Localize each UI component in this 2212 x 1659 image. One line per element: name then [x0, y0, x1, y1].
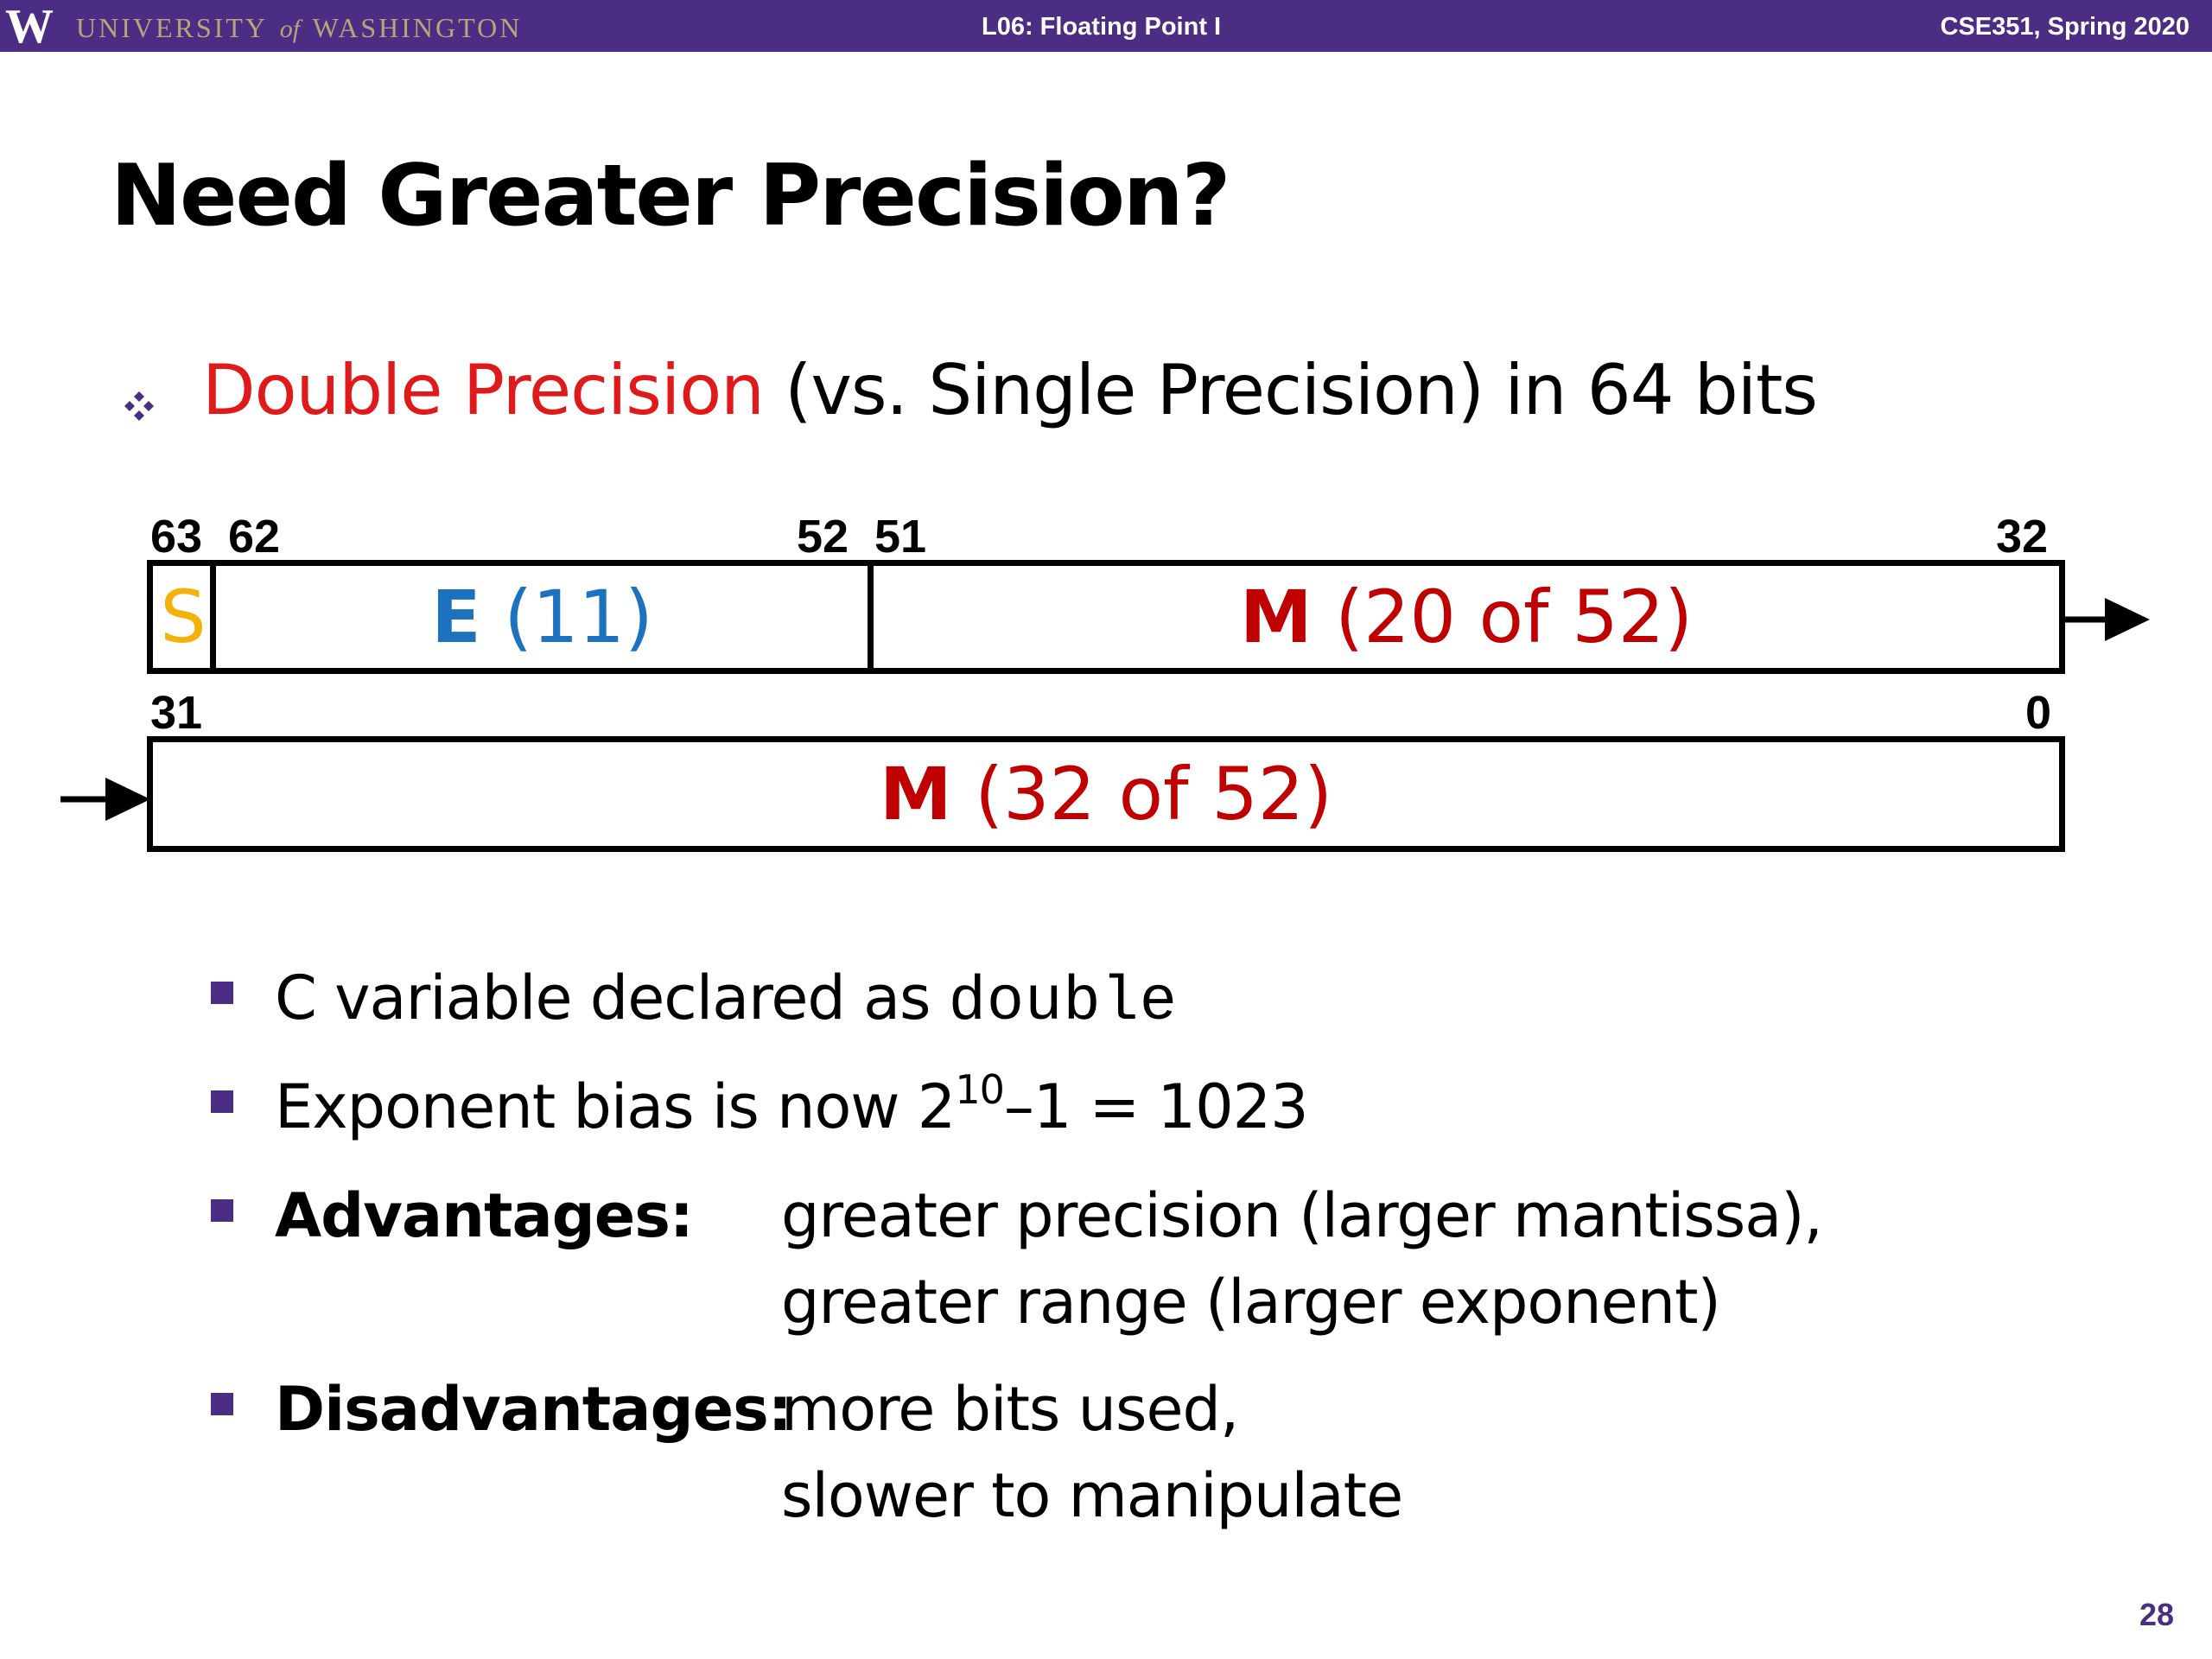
bit-label-51: 51 — [874, 511, 927, 563]
main-bullet-rest: (vs. Single Precision) in 64 bits — [763, 350, 1818, 430]
bullet-text-rest: –1 = 1023 — [1003, 1071, 1309, 1142]
exponent-letter: E — [431, 575, 481, 659]
lower-mantissa-count: (32 of 52) — [951, 752, 1332, 836]
main-bullet: Double Precision (vs. Single Precision) … — [121, 350, 1818, 430]
list-item: Disadvantages: — [211, 1374, 792, 1445]
advantages-line-2: greater range (larger exponent) — [781, 1267, 1721, 1338]
incoming-arrow-icon — [60, 778, 150, 821]
upper-mantissa-letter: M — [1240, 575, 1313, 659]
sign-divider — [210, 566, 216, 668]
university-washington: WASHINGTON — [312, 12, 523, 43]
disadvantages-line-1: more bits used, — [781, 1374, 1239, 1445]
upper-mantissa-count: (20 of 52) — [1312, 575, 1693, 659]
header-bar: W UNIVERSITY of WASHINGTON L06: Floating… — [0, 0, 2212, 54]
bit-label-62: 62 — [228, 511, 281, 563]
lower-word-box: M (32 of 52) — [147, 736, 2065, 852]
diamond-bullet-icon — [124, 391, 154, 421]
square-bullet-icon — [211, 1393, 233, 1415]
bit-label-52: 52 — [797, 511, 849, 563]
bit-label-31: 31 — [150, 687, 203, 739]
page-number: 28 — [2139, 1597, 2174, 1632]
slide-title: Need Greater Precision? — [111, 147, 1231, 245]
uw-logo-icon: W — [5, 0, 54, 54]
university-name: UNIVERSITY of WASHINGTON — [76, 0, 522, 52]
bit-label-0: 0 — [2025, 687, 2052, 739]
sign-label: S — [160, 575, 207, 659]
disadvantages-label: Disadvantages: — [275, 1374, 792, 1445]
bit-label-32: 32 — [1996, 511, 2049, 563]
bit-label-63: 63 — [150, 511, 203, 563]
exponent-field: E (11) — [216, 566, 868, 668]
lower-mantissa-field: M (32 of 52) — [153, 742, 2059, 846]
course-name: CSE351, Spring 2020 — [1940, 13, 2190, 41]
list-item: C variable declared as double — [211, 963, 1178, 1038]
advantages-line-1: greater precision (larger mantissa), — [781, 1180, 1823, 1251]
bullet-text: C variable declared as — [275, 963, 949, 1033]
double-precision-term: Double Precision — [202, 350, 765, 430]
square-bullet-icon — [211, 1199, 233, 1222]
advantages-label: Advantages: — [275, 1180, 694, 1251]
continue-arrow-icon — [2060, 598, 2150, 641]
disadvantages-line-2: slower to manipulate — [781, 1460, 1403, 1531]
lower-mantissa-letter: M — [880, 752, 952, 836]
university-word: UNIVERSITY — [76, 12, 267, 43]
upper-mantissa-field: M (20 of 52) — [874, 566, 2059, 668]
exponent-divider — [868, 566, 874, 668]
university-of: of — [279, 15, 301, 43]
lecture-title: L06: Floating Point I — [982, 13, 1222, 41]
upper-word-box: S E (11) M (20 of 52) — [147, 560, 2065, 674]
exponent-superscript: 10 — [955, 1066, 1005, 1113]
list-item: Advantages: — [211, 1180, 694, 1251]
list-item: Exponent bias is now 210–1 = 1023 — [211, 1070, 1309, 1142]
sign-field: S — [153, 566, 213, 668]
square-bullet-icon — [211, 982, 233, 1004]
bullet-text: Exponent bias is now 2 — [275, 1071, 956, 1142]
code-double: double — [948, 967, 1178, 1038]
exponent-count: (11) — [480, 575, 653, 659]
square-bullet-icon — [211, 1090, 233, 1113]
